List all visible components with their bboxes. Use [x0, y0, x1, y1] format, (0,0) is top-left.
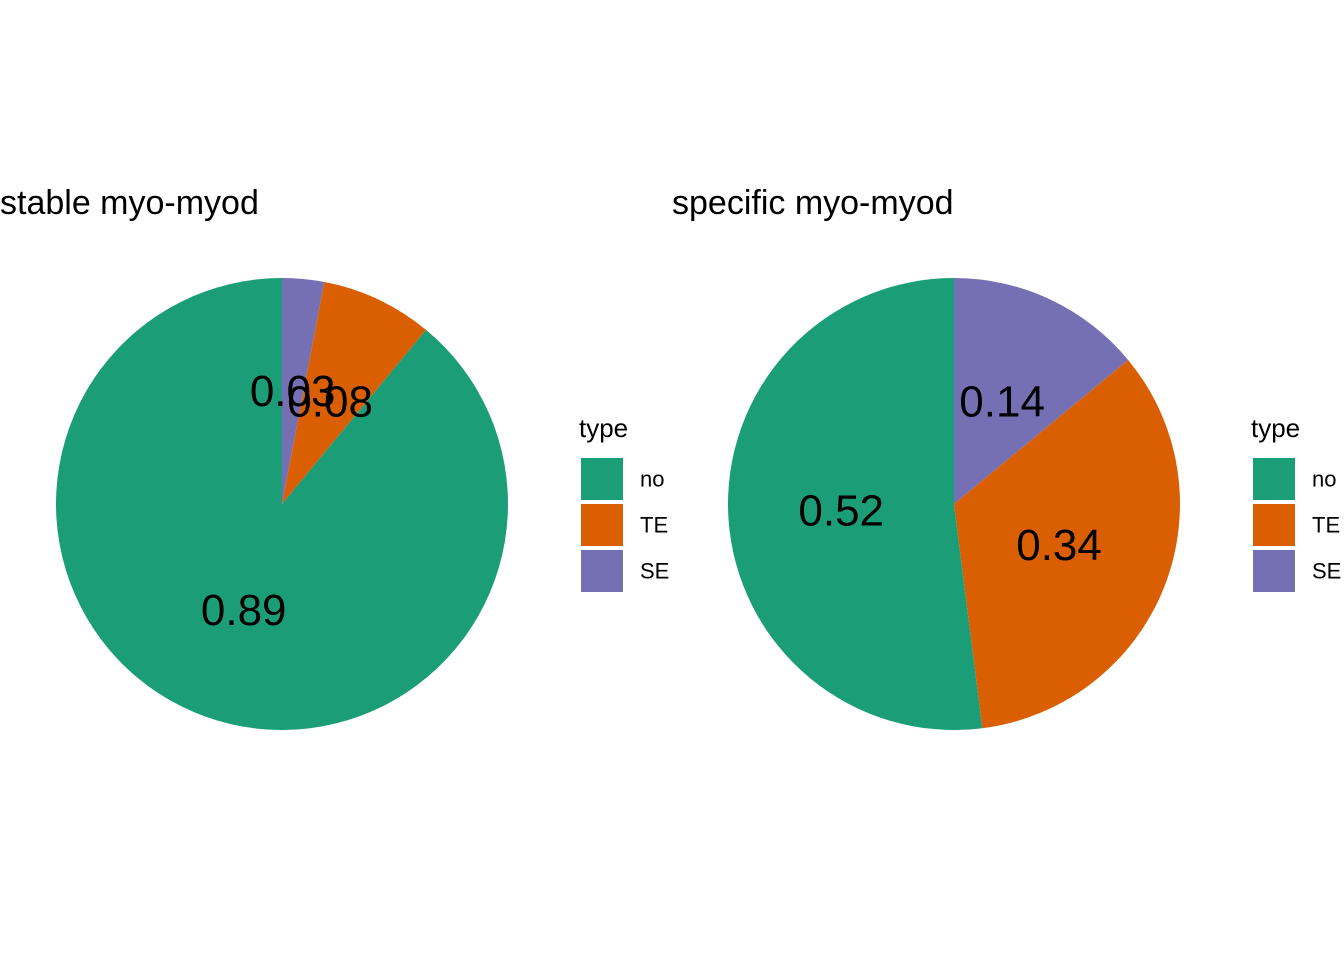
- legend-label-se: SE: [1312, 559, 1341, 584]
- legend-key-se: [1253, 550, 1295, 592]
- legend-label-se: SE: [640, 559, 669, 584]
- pie-slice-te: [954, 359, 1180, 729]
- pie-slices: [727, 278, 1180, 730]
- legend-key-te: [581, 504, 623, 546]
- slice-label-te: 0.34: [1016, 521, 1102, 570]
- legend-label-te: TE: [640, 513, 668, 538]
- pie-labels: 0.14 0.34 0.52: [798, 377, 1101, 570]
- legend: type no TE SE: [579, 413, 669, 592]
- legend-key-no: [581, 458, 623, 500]
- pie-slice-se: [954, 278, 1129, 504]
- slice-label-se: 0.14: [959, 377, 1045, 426]
- pie-slice-no: [727, 278, 983, 730]
- pie-slice-te: [282, 282, 427, 504]
- legend-label-te: TE: [1312, 513, 1340, 538]
- slice-label-no: 0.89: [201, 586, 287, 635]
- slice-label-no: 0.52: [798, 487, 884, 536]
- pie-slice-se: [282, 278, 325, 504]
- pie-slice-no: [55, 278, 508, 730]
- slice-label-te: 0.08: [287, 377, 373, 426]
- legend-key-no: [1253, 458, 1295, 500]
- legend-label-no: no: [640, 467, 664, 492]
- pie-slices: [55, 278, 508, 730]
- chart-title: specific myo-myod: [672, 184, 954, 222]
- legend-title: type: [1251, 413, 1300, 443]
- legend-label-no: no: [1312, 467, 1336, 492]
- pie-labels: 0.030.08 0.89: [201, 367, 373, 635]
- slice-label-se: 0.03: [250, 367, 336, 416]
- legend-key-te: [1253, 504, 1295, 546]
- panel-stable-myo-myod: stable myo-myod 0.030.08 0.89 type no TE SE: [0, 184, 669, 730]
- legend-key-se: [581, 550, 623, 592]
- legend-title: type: [579, 413, 628, 443]
- legend: type no TE SE: [1251, 413, 1341, 592]
- panel-specific-myo-myod: specific myo-myod 0.14 0.34 0.52 type no TE…: [672, 184, 1341, 730]
- chart-title: stable myo-myod: [0, 184, 259, 222]
